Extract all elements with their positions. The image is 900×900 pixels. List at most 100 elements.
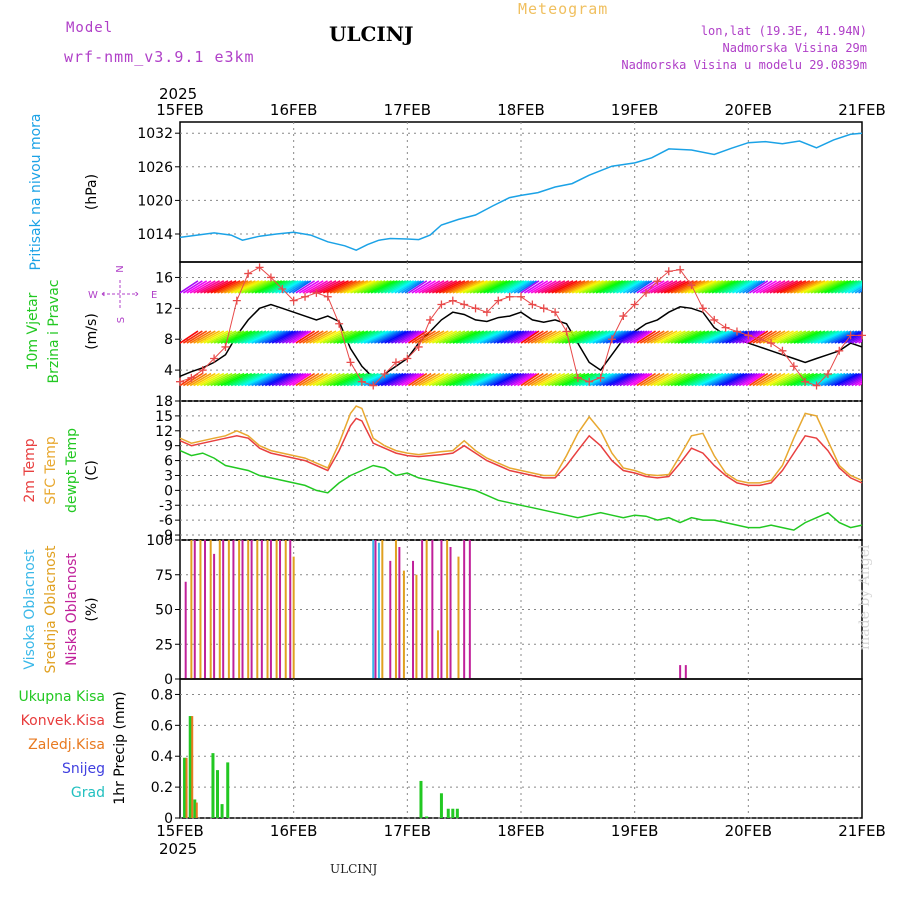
wind-barbs — [180, 280, 862, 387]
wind-barb — [858, 382, 862, 387]
wind-barb — [472, 330, 502, 344]
wind-barb — [834, 372, 860, 387]
wind-barb — [732, 280, 756, 294]
wind-barb — [206, 330, 233, 344]
y-tick-label: 6 — [164, 454, 173, 470]
wind-barb — [466, 372, 495, 387]
wind-barb — [575, 330, 604, 344]
wind-barb — [588, 372, 618, 387]
series-line-pritisak-na-nivou-mora — [179, 132, 863, 252]
compass-arrows — [101, 280, 139, 308]
wind-barb — [336, 280, 365, 294]
wind-barb — [657, 372, 682, 387]
wind-barb — [527, 280, 549, 294]
wind-barb — [326, 330, 353, 344]
wind-barb — [660, 330, 686, 344]
wind-barb — [691, 280, 720, 294]
wind-barb — [725, 372, 750, 387]
wind-barb — [732, 372, 756, 387]
wind-barb — [738, 372, 761, 387]
wind-barb — [783, 372, 811, 387]
gust-marker — [494, 296, 503, 305]
wind-barb — [547, 330, 574, 344]
wind-barb — [800, 280, 829, 294]
wind-barb — [210, 280, 237, 294]
wind-barb — [520, 280, 540, 294]
y-tick-label: 1020 — [137, 193, 173, 209]
x-tick-label-top: 20FEB — [725, 101, 772, 119]
wind-barb — [258, 280, 286, 294]
wind-barb — [268, 372, 294, 387]
wind-barb — [288, 372, 309, 387]
wind-barb — [469, 280, 499, 294]
gust-marker — [380, 369, 389, 378]
wind-barb — [258, 372, 286, 387]
wind-barb — [738, 280, 761, 294]
wind-barb — [247, 280, 277, 294]
wind-barb — [230, 330, 260, 344]
gust-marker — [539, 304, 548, 313]
wind-barb — [489, 280, 517, 294]
wind-barb — [565, 372, 594, 387]
wind-barb — [670, 372, 698, 387]
wind-barb — [698, 372, 727, 387]
y-tick-label: 0 — [164, 811, 173, 827]
wind-barb — [762, 330, 786, 344]
wind-barb — [264, 280, 291, 294]
wind-barb — [599, 372, 627, 387]
wind-barb — [350, 330, 379, 344]
wind-barb — [749, 330, 769, 344]
wind-barb — [288, 280, 309, 294]
wind-barb — [841, 281, 862, 294]
wind-barb — [421, 330, 445, 344]
y-tick-label: 25 — [155, 637, 173, 653]
wind-barb — [605, 372, 632, 387]
wind-barb — [418, 372, 441, 387]
wind-barb — [715, 280, 742, 294]
wind-barb — [820, 280, 849, 294]
wind-barb — [534, 280, 557, 294]
year-label-top: 2025 — [159, 85, 197, 103]
wind-barb — [837, 280, 862, 294]
wind-barb — [752, 280, 773, 294]
model-label: Model — [66, 20, 114, 36]
wind-barb — [428, 280, 453, 294]
wind-barb — [363, 280, 392, 294]
wind-barb — [841, 331, 862, 344]
compass-north: N — [115, 265, 126, 272]
wind-barb — [653, 330, 678, 344]
wind-barb — [796, 330, 826, 344]
wind-barb — [827, 280, 855, 294]
wind-barb — [674, 280, 702, 294]
wind-barb — [350, 372, 379, 387]
wind-barb — [571, 372, 601, 387]
wind-barb — [285, 280, 307, 294]
wind-barb — [708, 372, 736, 387]
wind-barb — [449, 330, 477, 344]
axis-unit: 1hr Precip (mm) — [112, 691, 128, 804]
wind-barb — [796, 280, 826, 294]
wind-barb — [643, 372, 665, 387]
wind-barb — [180, 330, 199, 344]
wind-barb — [288, 330, 309, 344]
precip-bar-convective — [191, 716, 194, 818]
gust-marker — [448, 296, 457, 305]
wind-barb — [203, 280, 229, 294]
wind-barb — [312, 372, 337, 387]
wind-barb — [196, 280, 220, 294]
wind-barb — [800, 330, 829, 344]
wind-barb — [237, 330, 267, 344]
wind-barb — [404, 330, 425, 344]
wind-barb — [343, 330, 372, 344]
gust-marker — [232, 296, 241, 305]
wind-barb — [779, 280, 807, 294]
precip-legend-label: Grad — [71, 785, 105, 801]
axis-title: dewpt Temp — [64, 428, 80, 513]
gust-marker — [687, 281, 696, 290]
gust-marker — [244, 269, 253, 278]
wind-barb — [483, 330, 511, 344]
wind-barb — [244, 330, 273, 344]
wind-barb — [435, 330, 462, 344]
wind-barb — [578, 280, 608, 294]
wind-barb — [793, 280, 822, 294]
